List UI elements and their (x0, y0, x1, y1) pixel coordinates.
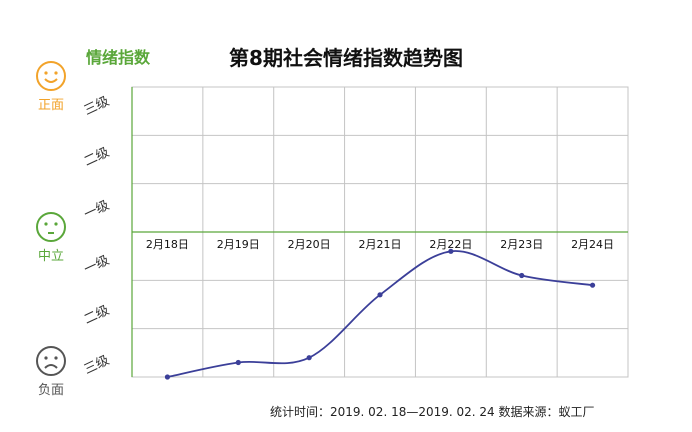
data-point (377, 292, 383, 298)
neutral-face-icon (36, 212, 66, 242)
x-tick-label: 2月19日 (217, 238, 260, 251)
x-tick-label: 2月23日 (500, 238, 543, 251)
negative-label: 负面 (37, 383, 64, 398)
footer-note: 统计时间：2019. 02. 18—2019. 02. 24 数据来源：蚁工厂 (270, 405, 595, 419)
x-tick-label: 2月22日 (429, 238, 472, 251)
smiley-face-icon (36, 61, 66, 91)
negative-face: 负面 (28, 345, 74, 398)
chart-title: 第8期社会情绪指数趋势图 (229, 46, 463, 70)
series-line (167, 250, 593, 378)
y-axis-title: 情绪指数 (86, 48, 151, 67)
data-point (306, 355, 312, 361)
x-tick-label: 2月21日 (359, 238, 402, 251)
positive-face: 正面 (28, 60, 74, 113)
x-tick-label: 2月24日 (571, 238, 614, 251)
data-point (448, 248, 454, 254)
data-point (235, 359, 241, 366)
neutral-face: 中立 (28, 211, 74, 264)
x-tick-label: 2月20日 (288, 238, 331, 251)
data-point (164, 374, 171, 380)
neutral-label: 中立 (37, 249, 64, 264)
x-tick-label: 2月18日 (146, 238, 189, 251)
positive-label: 正面 (37, 98, 64, 113)
frown-face-icon (36, 346, 66, 376)
data-point (519, 272, 525, 279)
data-point (589, 282, 596, 288)
